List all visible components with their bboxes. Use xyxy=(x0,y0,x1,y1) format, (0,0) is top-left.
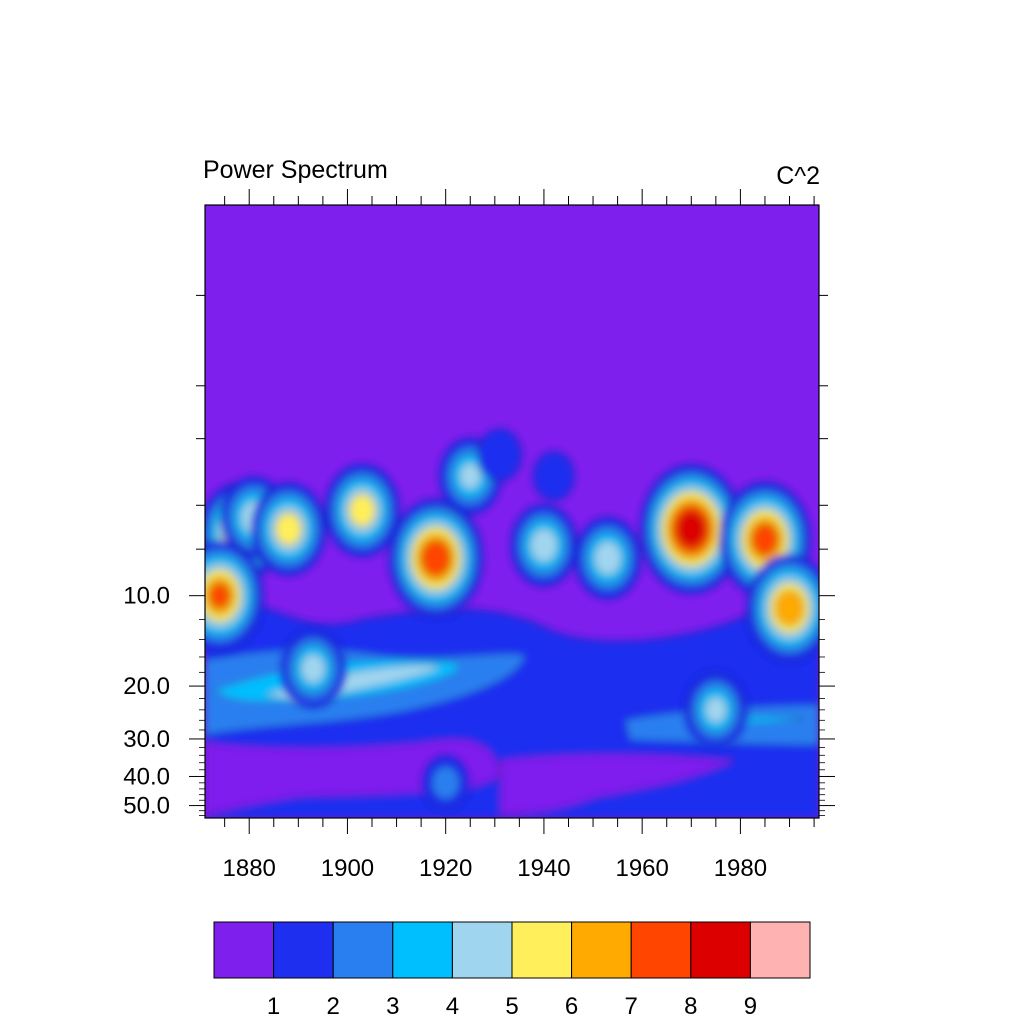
contour-level-7 xyxy=(210,583,230,608)
y-tick-label: 40.0 xyxy=(123,763,170,790)
colorbar-label: 9 xyxy=(744,993,757,1020)
contour-level-1 xyxy=(533,451,575,501)
contour-level-4 xyxy=(459,462,482,490)
contour-level-4 xyxy=(593,541,622,576)
hotspot xyxy=(281,629,346,709)
colorbar-swatch xyxy=(273,921,334,979)
x-axis: 1880 1900 1920 1940 1960 1980 xyxy=(223,189,815,882)
y-tick-label: 20.0 xyxy=(123,673,170,700)
hotspot xyxy=(533,451,575,501)
contour-level-4 xyxy=(530,528,558,563)
y-tick-label: 50.0 xyxy=(123,793,170,820)
colorbar-swatch xyxy=(392,921,453,979)
contour-level-1 xyxy=(477,428,522,482)
colorbar-swatch xyxy=(451,921,513,979)
hotspot xyxy=(324,463,400,558)
band-group-lower xyxy=(205,584,819,818)
contour-field xyxy=(205,205,819,818)
colorbar-swatch xyxy=(630,921,692,979)
hotspot xyxy=(250,482,326,576)
units-label: C^2 xyxy=(776,162,820,190)
y-tick-label: 10.0 xyxy=(123,583,170,610)
contour-level-6 xyxy=(775,590,804,626)
hotspot xyxy=(477,428,522,482)
x-tick-label: 1880 xyxy=(223,855,276,882)
colorbar-swatch xyxy=(213,921,275,979)
contour-level-8 xyxy=(677,512,705,546)
contour-level-4 xyxy=(300,653,326,684)
hotspot xyxy=(746,554,819,662)
x-tick-label: 1900 xyxy=(321,855,374,882)
hotspot-group xyxy=(205,428,819,811)
contour-level-7 xyxy=(422,541,450,576)
colorbar-label: 7 xyxy=(625,993,638,1020)
hotspot xyxy=(574,517,642,600)
colorbar-label: 5 xyxy=(505,993,518,1020)
colorbar-label: 3 xyxy=(386,993,399,1020)
x-tick-label: 1940 xyxy=(517,855,570,882)
hotspot xyxy=(510,504,578,587)
hotspot xyxy=(205,540,264,651)
x-tick-label: 1960 xyxy=(615,855,668,882)
contour-level-5 xyxy=(349,494,376,527)
x-tick-label: 1920 xyxy=(419,855,472,882)
colorbar xyxy=(213,921,811,979)
contour-level-7 xyxy=(752,524,778,555)
colorbar-swatch xyxy=(749,921,811,979)
colorbar-swatch xyxy=(511,921,573,979)
contour-level-2 xyxy=(431,765,460,800)
y-tick-label: 30.0 xyxy=(123,726,170,753)
hotspot xyxy=(388,498,484,618)
colorbar-swatch xyxy=(332,921,394,979)
colorbar-swatch xyxy=(571,921,632,979)
colorbar-label: 6 xyxy=(565,993,578,1020)
contour-level-4 xyxy=(704,696,727,724)
hotspot xyxy=(639,464,743,594)
colorbar-label: 8 xyxy=(684,993,697,1020)
colorbar-labels: 1 2 3 4 5 6 7 8 9 xyxy=(267,993,757,1020)
colorbar-label: 4 xyxy=(446,993,459,1020)
chart-title: Power Spectrum xyxy=(203,156,388,184)
contour-level-5 xyxy=(275,512,302,546)
hotspot xyxy=(422,755,469,811)
colorbar-swatch xyxy=(690,921,751,979)
plot-frame xyxy=(204,204,820,819)
colorbar-label: 1 xyxy=(267,993,280,1020)
y-axis: 10.0 20.0 30.0 40.0 50.0 xyxy=(123,294,835,820)
colorbar-label: 2 xyxy=(327,993,340,1020)
x-tick-label: 1980 xyxy=(714,855,767,882)
hotspot xyxy=(684,671,747,749)
bottom-band-level-1b xyxy=(499,753,736,816)
